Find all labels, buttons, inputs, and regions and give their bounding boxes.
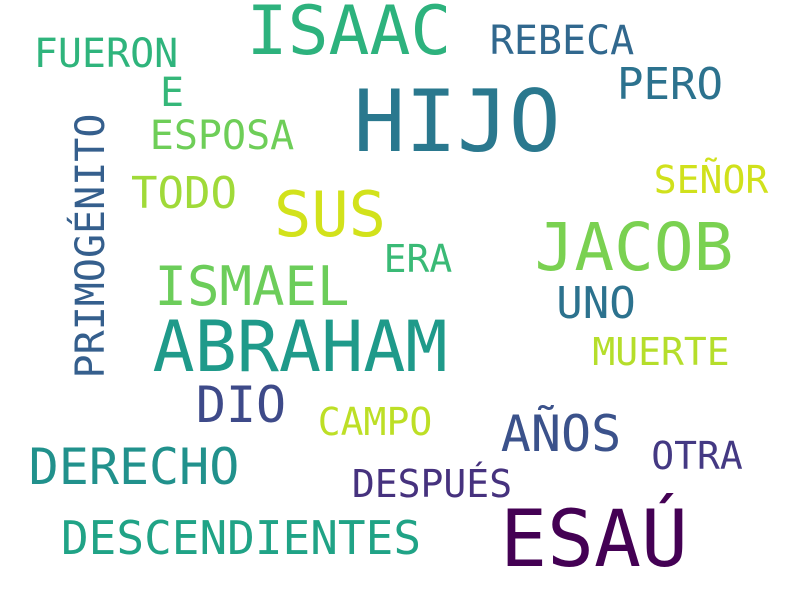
word-rebeca: REBECA (489, 18, 635, 64)
word-descendientes: DESCENDIENTES (60, 511, 422, 565)
word-todo: TODO (131, 168, 237, 219)
word-uno: UNO (556, 278, 636, 329)
word-senor: SEÑOR (653, 158, 769, 202)
word-isaac: ISAAC (246, 0, 452, 71)
word-sus: SUS (274, 178, 386, 251)
word-fueron: FUERON (33, 31, 179, 77)
word-otra: OTRA (651, 434, 743, 478)
word-pero: PERO (617, 59, 723, 110)
word-ismael: ISMAEL (154, 255, 350, 318)
word-anos: AÑOS (500, 405, 622, 463)
word-hijo: HIJO (353, 72, 561, 172)
word-jacob: JACOB (534, 209, 734, 286)
word-abraham: ABRAHAM (152, 306, 448, 388)
word-esau: ESAÚ (500, 495, 688, 585)
word-era: ERA (383, 237, 453, 281)
word-esposa: ESPOSA (149, 113, 295, 159)
word-campo: CAMPO (317, 400, 433, 444)
word-primogenito: PRIMOGÉNITO (68, 113, 114, 379)
word-despues: DESPUÉS (351, 462, 513, 506)
word-derecho: DERECHO (28, 438, 240, 496)
word-muerte: MUERTE (592, 330, 730, 374)
word-dio: DIO (195, 376, 287, 434)
word-e: E (159, 70, 185, 116)
